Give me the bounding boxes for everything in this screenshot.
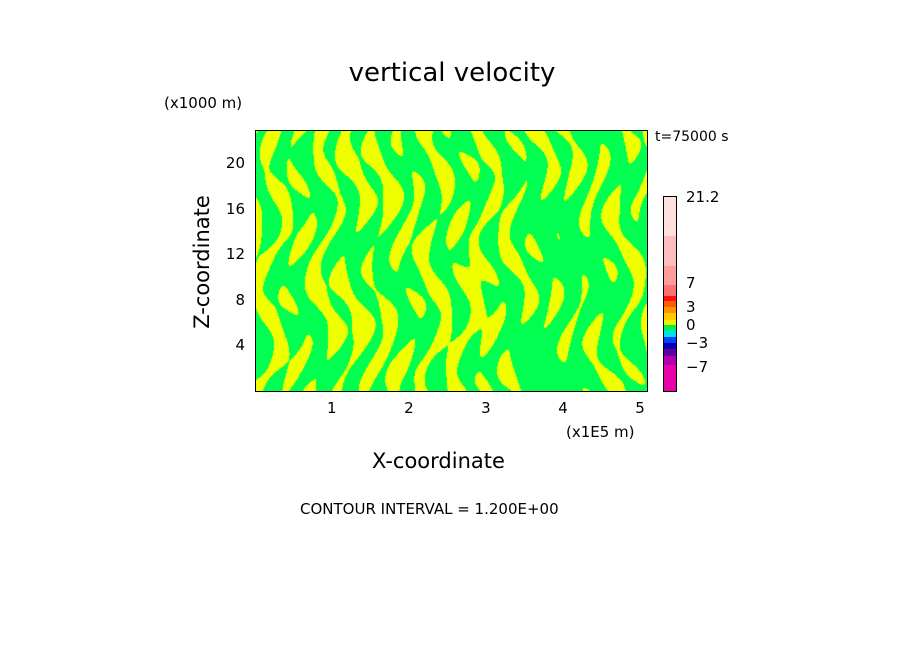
colorbar (663, 196, 677, 392)
colorbar-segment (664, 301, 676, 308)
colorbar-segment (664, 343, 676, 350)
colorbar-segment (664, 266, 676, 286)
colorbar-segment (664, 336, 676, 343)
colorbar-label: 3 (686, 298, 696, 316)
plot-area (255, 130, 648, 392)
x-tick-label: 3 (481, 399, 491, 417)
colorbar-label: −7 (686, 358, 709, 376)
y-tick-label: 20 (225, 154, 245, 173)
colorbar-label: 21.2 (686, 188, 720, 206)
y-tick-label: 8 (235, 290, 245, 309)
y-axis-unit: (x1000 m) (164, 94, 243, 112)
colorbar-segment (664, 313, 676, 320)
colorbar-label: 0 (686, 316, 696, 334)
x-axis-label: X-coordinate (372, 449, 505, 473)
colorbar-segment (664, 356, 676, 366)
colorbar-segment (664, 319, 676, 325)
chart-title: vertical velocity (348, 58, 556, 88)
y-tick-label: 4 (235, 336, 245, 355)
x-axis-unit: (x1E5 m) (566, 423, 635, 441)
y-axis-label: Z-coordinate (190, 195, 214, 329)
time-label: t=75000 s (655, 129, 729, 145)
colorbar-segment (664, 324, 676, 331)
colorbar-segment (664, 349, 676, 357)
y-tick-label: 16 (225, 199, 245, 218)
x-tick-label: 4 (558, 399, 568, 417)
contour-interval-label: CONTOUR INTERVAL = 1.200E+00 (300, 500, 559, 518)
colorbar-segment (664, 307, 676, 314)
y-tick-label: 12 (225, 245, 245, 264)
colorbar-segment (664, 330, 676, 337)
colorbar-segment (664, 296, 676, 302)
x-tick-label: 5 (635, 399, 645, 417)
colorbar-segment (664, 197, 676, 237)
colorbar-segment (664, 235, 676, 268)
colorbar-label: 7 (686, 274, 696, 292)
velocity-field-heatmap (256, 131, 647, 391)
x-tick-label: 1 (327, 399, 337, 417)
x-tick-label: 2 (404, 399, 414, 417)
colorbar-label: −3 (686, 334, 709, 352)
colorbar-segment (664, 365, 676, 391)
